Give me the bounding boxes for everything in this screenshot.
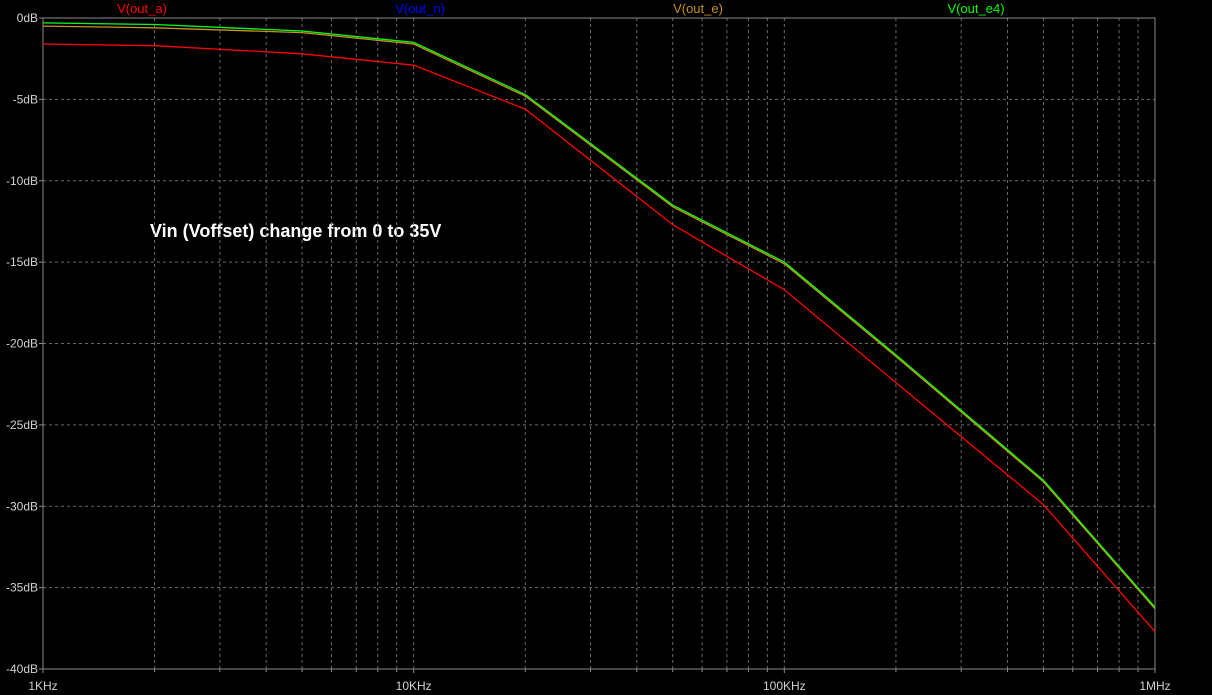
plot-frame bbox=[42, 17, 1156, 670]
legend-entry: V(out_e4) bbox=[947, 1, 1004, 16]
y-tick-label: -30dB bbox=[6, 499, 38, 513]
x-tick-label: 1KHz bbox=[28, 679, 57, 693]
series-line bbox=[42, 22, 1156, 608]
y-tick-label: -10dB bbox=[6, 174, 38, 188]
legend-entry: V(out_n) bbox=[395, 1, 445, 16]
legend-entry: V(out_a) bbox=[117, 1, 167, 16]
x-tick-label: 10KHz bbox=[396, 679, 432, 693]
y-tick-label: -35dB bbox=[6, 581, 38, 595]
legend-entry: V(out_e) bbox=[673, 1, 723, 16]
series-line bbox=[42, 43, 1156, 633]
x-tick-label: 100KHz bbox=[763, 679, 806, 693]
annotation: Vin (Voffset) change from 0 to 35V bbox=[150, 221, 441, 241]
y-tick-label: -20dB bbox=[6, 337, 38, 351]
series-line bbox=[42, 25, 1156, 610]
y-tick-label: -40dB bbox=[6, 662, 38, 676]
y-tick-label: -5dB bbox=[13, 92, 38, 106]
y-tick-label: -15dB bbox=[6, 255, 38, 269]
y-tick-label: -25dB bbox=[6, 418, 38, 432]
y-tick-label: 0dB bbox=[17, 11, 38, 25]
x-tick-label: 1MHz bbox=[1139, 679, 1170, 693]
series-line bbox=[42, 22, 1156, 608]
